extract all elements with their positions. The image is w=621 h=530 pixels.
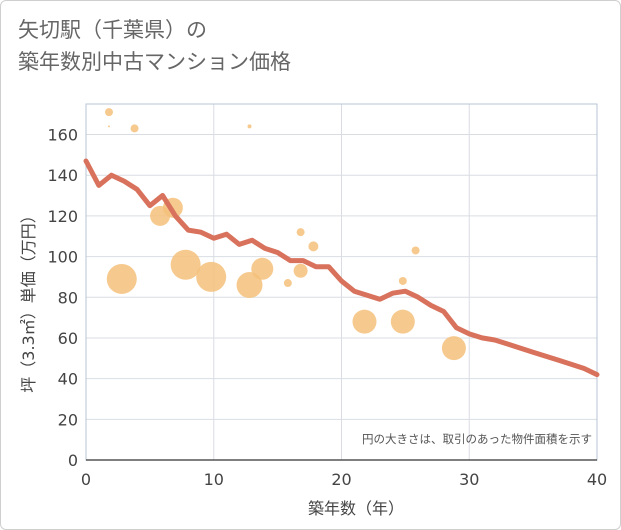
chart-title: 矢切駅（千葉県）の 築年数別中古マンション価格 bbox=[18, 14, 291, 78]
data-bubble bbox=[106, 263, 137, 294]
chart-title-line2: 築年数別中古マンション価格 bbox=[18, 50, 291, 74]
x-tick-label: 10 bbox=[204, 470, 224, 489]
y-axis-label: 坪（3.3㎡）単価（万円） bbox=[19, 207, 38, 392]
x-tick-label: 20 bbox=[331, 470, 351, 489]
data-bubble bbox=[107, 125, 110, 128]
data-bubble bbox=[411, 246, 420, 255]
x-tick-labels: 0 10 20 30 40 bbox=[81, 470, 607, 489]
y-tick-label: 20 bbox=[58, 410, 78, 429]
data-bubble bbox=[236, 272, 263, 299]
data-bubble bbox=[296, 228, 305, 237]
y-tick-label: 40 bbox=[58, 370, 78, 389]
y-tick-label: 60 bbox=[58, 329, 78, 348]
data-bubble bbox=[441, 336, 466, 361]
data-bubble bbox=[283, 279, 292, 288]
data-bubble bbox=[293, 263, 308, 278]
y-tick-label: 120 bbox=[47, 207, 78, 226]
y-tick-labels: 0 20 40 60 80 100 120 140 160 bbox=[47, 126, 78, 470]
data-bubble bbox=[170, 249, 201, 280]
data-bubble bbox=[390, 309, 415, 334]
data-bubble bbox=[196, 261, 227, 292]
data-bubble bbox=[308, 241, 319, 252]
data-bubble bbox=[398, 276, 407, 285]
bubble-series bbox=[104, 108, 466, 361]
bubble-size-note: 円の大きさは、取引のあった物件面積を示す bbox=[362, 432, 592, 446]
x-tick-label: 30 bbox=[459, 470, 479, 489]
y-tick-label: 80 bbox=[58, 288, 78, 307]
x-axis-label: 築年数（年） bbox=[308, 499, 404, 518]
data-bubble bbox=[104, 108, 113, 117]
y-tick-label: 0 bbox=[68, 451, 78, 470]
data-bubble bbox=[130, 124, 139, 133]
data-bubble bbox=[251, 257, 274, 280]
data-bubble bbox=[352, 309, 377, 334]
y-tick-label: 100 bbox=[47, 248, 78, 267]
trend-line bbox=[83, 158, 600, 378]
chart-title-line1: 矢切駅（千葉県）の bbox=[18, 18, 207, 42]
x-tick-label: 0 bbox=[81, 470, 91, 489]
y-tick-label: 140 bbox=[47, 166, 78, 185]
data-bubble bbox=[247, 124, 252, 129]
x-tick-label: 40 bbox=[587, 470, 607, 489]
y-tick-label: 160 bbox=[47, 126, 78, 145]
